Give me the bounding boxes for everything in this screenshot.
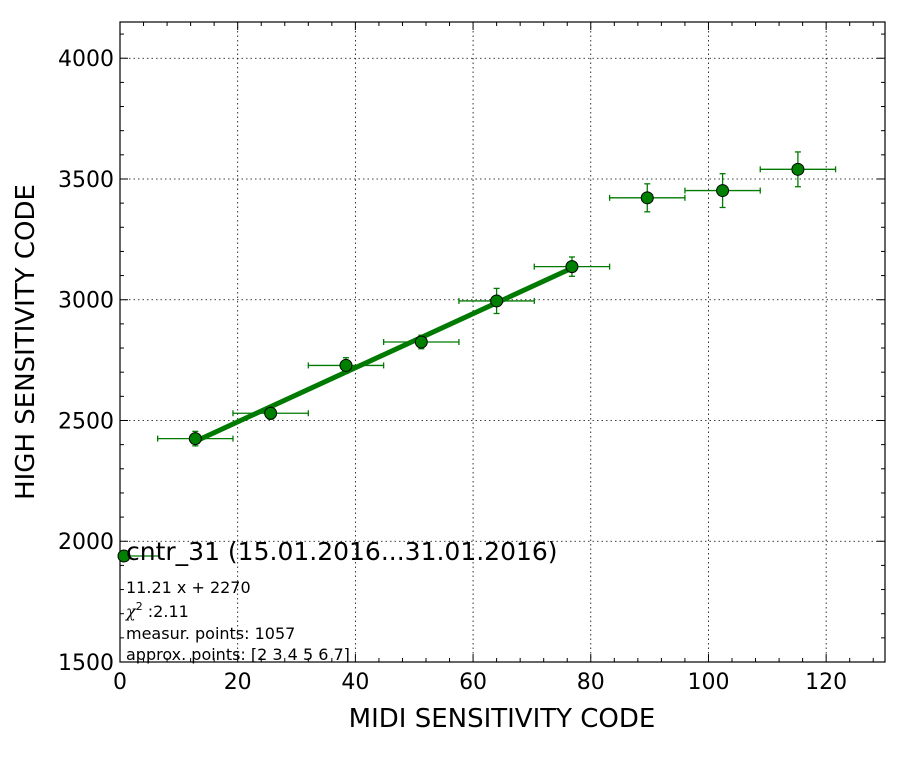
x-tick-label: 120 bbox=[805, 670, 847, 695]
x-axis-label: MIDI SENSITIVITY CODE bbox=[349, 704, 656, 734]
chi2-symbol: χ bbox=[125, 602, 137, 621]
x-tick-label: 40 bbox=[341, 670, 369, 695]
data-point bbox=[414, 335, 428, 349]
y-tick-label: 2000 bbox=[58, 530, 114, 555]
y-tick-label: 1500 bbox=[58, 651, 114, 676]
y-axis-label: HIGH SENSITIVITY CODE bbox=[11, 184, 41, 500]
legend-equation: 11.21 x + 2270 bbox=[126, 578, 251, 597]
legend-title: cntr_31 (15.01.2016...31.01.2016) bbox=[126, 537, 558, 566]
data-point bbox=[490, 294, 504, 308]
y-tick-layer: 1500 2000 2500 3000 3500 4000 bbox=[58, 33, 885, 676]
y-tick-label: 4000 bbox=[58, 47, 114, 72]
legend-approx-points: approx. points: [2 3 4 5 6 7] bbox=[126, 645, 350, 664]
legend-marker bbox=[117, 549, 131, 563]
chi2-value: :2.11 bbox=[143, 602, 189, 621]
x-tick-label: 0 bbox=[113, 670, 127, 695]
x-tick-label: 20 bbox=[224, 670, 252, 695]
x-tick-label: 80 bbox=[577, 670, 605, 695]
chi2-superscript: 2 bbox=[136, 600, 143, 613]
data-point bbox=[716, 184, 730, 198]
x-tick-layer: 0 20 40 60 80 100 120 bbox=[113, 22, 874, 695]
legend: cntr_31 (15.01.2016...31.01.2016) 11.21 … bbox=[117, 537, 558, 664]
y-tick-label: 3500 bbox=[58, 168, 114, 193]
data-point bbox=[791, 162, 805, 176]
grid-layer bbox=[120, 22, 885, 662]
legend-measur-points: measur. points: 1057 bbox=[126, 624, 295, 643]
data-point bbox=[640, 191, 654, 205]
y-tick-label: 3000 bbox=[58, 289, 114, 314]
plot-frame bbox=[119, 21, 886, 663]
data-layer bbox=[157, 151, 837, 447]
legend-chi2: χ2 :2.11 bbox=[125, 600, 189, 621]
y-tick-label: 2500 bbox=[58, 409, 114, 434]
x-tick-label: 100 bbox=[687, 670, 729, 695]
x-tick-label: 60 bbox=[459, 670, 487, 695]
data-point bbox=[188, 432, 202, 446]
fit-line bbox=[194, 265, 573, 444]
data-point bbox=[339, 358, 353, 372]
data-point bbox=[565, 260, 579, 274]
data-point bbox=[264, 406, 278, 420]
